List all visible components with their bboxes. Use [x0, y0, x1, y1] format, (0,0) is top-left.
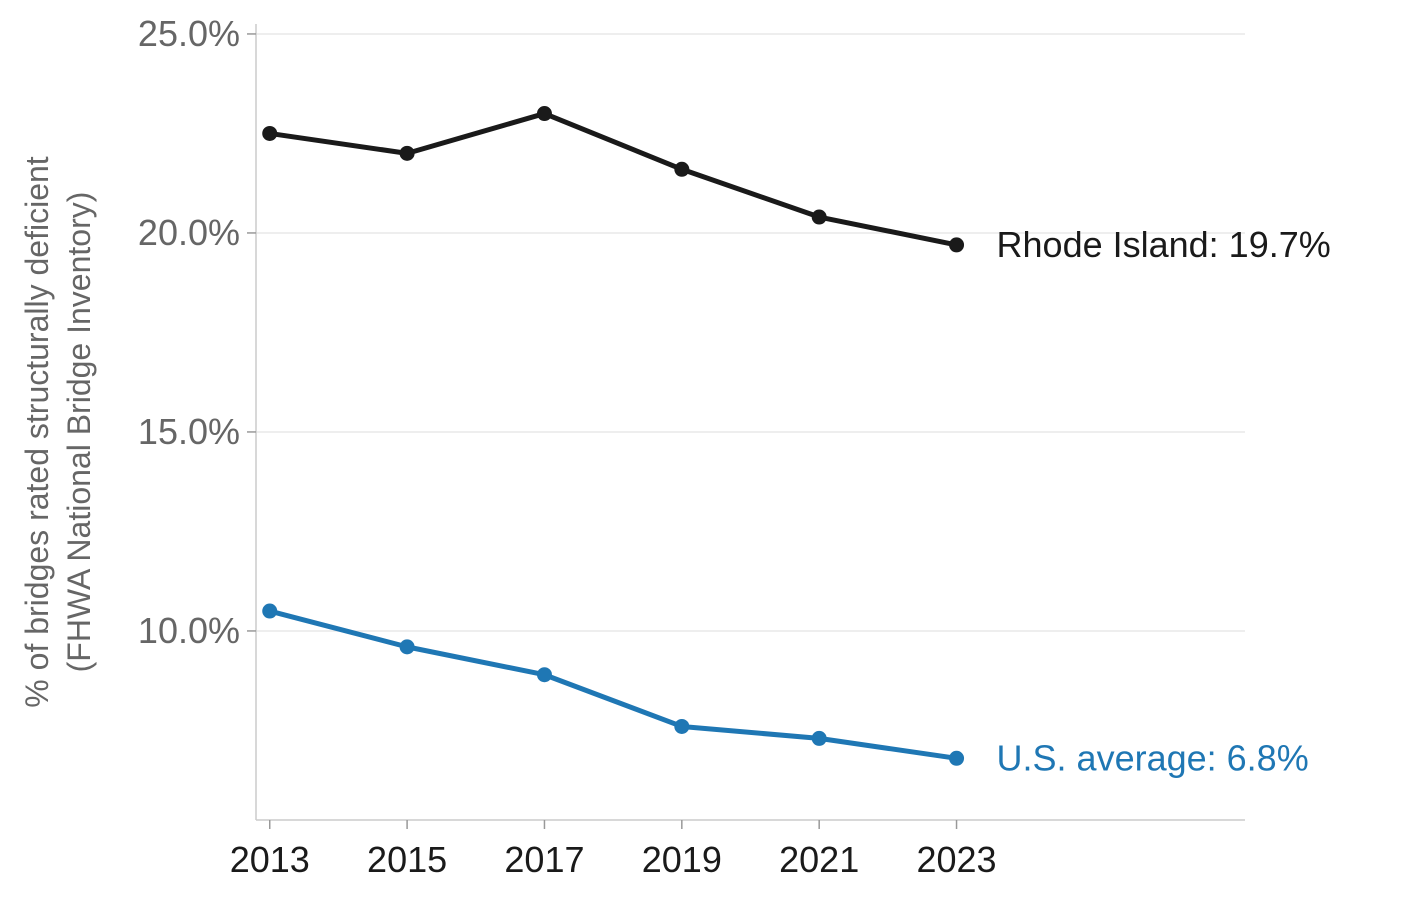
x-tick-label: 2013	[230, 839, 310, 880]
x-axis-ticks: 2013 2015 2017 2019 2021 2023	[230, 820, 997, 880]
data-point	[262, 603, 278, 619]
y-tick-label: 25.0%	[138, 13, 240, 54]
series-end-label: U.S. average: 6.8%	[997, 737, 1309, 778]
y-axis-ticks: 10.0% 15.0% 20.0% 25.0%	[138, 13, 256, 651]
data-point	[811, 209, 827, 225]
x-tick-label: 2019	[642, 839, 722, 880]
data-point	[262, 125, 278, 141]
data-point	[674, 161, 690, 177]
x-tick-label: 2023	[916, 839, 996, 880]
y-axis-label-line-1: % of bridges rated structurally deficien…	[19, 156, 55, 707]
data-point	[674, 718, 690, 734]
gridlines	[256, 33, 1245, 632]
y-tick-label: 20.0%	[138, 212, 240, 253]
x-tick-label: 2017	[504, 839, 584, 880]
data-point	[949, 237, 965, 253]
series-end-label: Rhode Island: 19.7%	[997, 224, 1331, 265]
series-layer: Rhode Island: 19.7% U.S. average: 6.8%	[262, 106, 1331, 778]
y-axis-label-line-2: (FHWA National Bridge Inventory)	[61, 192, 97, 673]
series-1: Rhode Island: 19.7%	[262, 106, 1331, 265]
x-tick-label: 2015	[367, 839, 447, 880]
data-point	[811, 730, 827, 746]
data-point	[536, 106, 552, 122]
data-point	[399, 145, 415, 161]
data-point	[949, 750, 965, 766]
series-line	[267, 608, 960, 761]
y-tick-label: 15.0%	[138, 411, 240, 452]
series-2: U.S. average: 6.8%	[262, 603, 1309, 778]
axes	[255, 24, 1245, 821]
data-point	[399, 639, 415, 655]
series-line	[267, 111, 960, 248]
x-tick-label: 2021	[779, 839, 859, 880]
data-point	[536, 667, 552, 683]
y-tick-label: 10.0%	[138, 610, 240, 651]
